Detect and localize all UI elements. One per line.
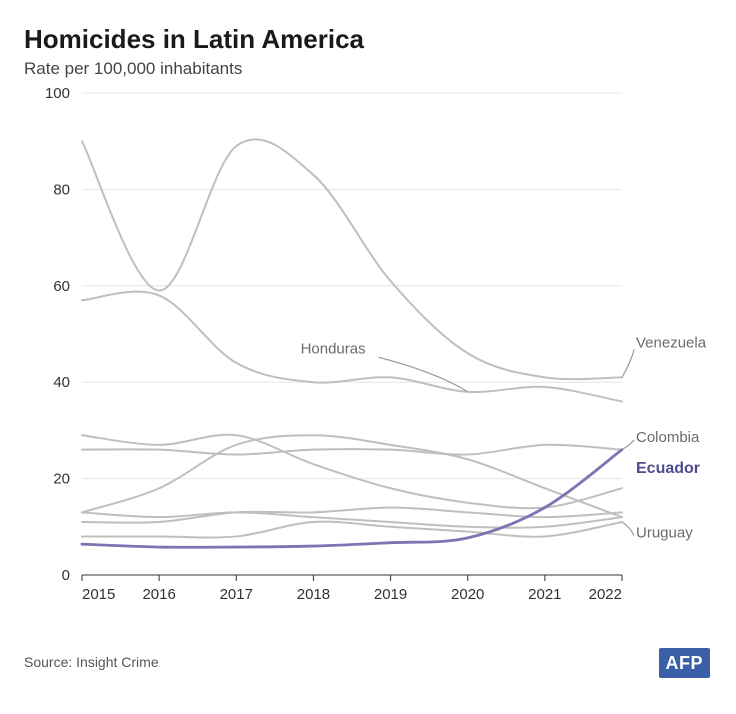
chart-plot: 0 20 40 60 80 100 2015 2016 2017 2018 2019 2020 2021…: [24, 81, 712, 621]
afp-logo: AFP: [659, 648, 711, 678]
y-tick-label: 80: [53, 181, 70, 198]
series-label-ecuador: Ecuador: [636, 460, 700, 477]
x-tick-label: 2017: [220, 586, 253, 603]
x-tick-label: 2022: [589, 586, 622, 603]
series-label-honduras: Honduras: [301, 340, 366, 357]
label-leader-colombia: [622, 440, 634, 450]
x-tick-label: 2021: [528, 586, 561, 603]
series-label-colombia: Colombia: [636, 429, 700, 446]
series-label-venezuela: Venezuela: [636, 334, 707, 351]
chart-title: Homicides in Latin America: [24, 24, 712, 55]
afp-logo-box: AFP: [659, 648, 711, 678]
y-tick-label: 0: [62, 567, 70, 584]
y-tick-label: 100: [45, 85, 70, 102]
chart-source: Source: Insight Crime: [24, 654, 159, 670]
series-label-uruguay: Uruguay: [636, 525, 693, 542]
label-leader-honduras: [379, 357, 468, 392]
series-line-uruguay: [82, 522, 622, 538]
label-leader-uruguay: [622, 522, 634, 536]
chart-container: Homicides in Latin America Rate per 100,…: [0, 0, 736, 714]
y-tick-label: 20: [53, 471, 70, 488]
chart-subtitle: Rate per 100,000 inhabitants: [24, 59, 712, 79]
x-tick-label: 2019: [374, 586, 407, 603]
series-line-colombia: [82, 445, 622, 455]
x-tick-label: 2016: [142, 586, 175, 603]
x-tick-label: 2018: [297, 586, 330, 603]
x-tick-label: 2015: [82, 586, 115, 603]
series-line-ecuador: [82, 450, 622, 548]
y-tick-label: 40: [53, 374, 70, 391]
x-tick-label: 2020: [451, 586, 484, 603]
series-line-la7: [82, 512, 622, 527]
afp-logo-text: AFP: [666, 653, 704, 673]
y-tick-label: 60: [53, 278, 70, 295]
source-text: Source: Insight Crime: [24, 654, 159, 670]
label-leader-venezuela: [622, 349, 634, 377]
